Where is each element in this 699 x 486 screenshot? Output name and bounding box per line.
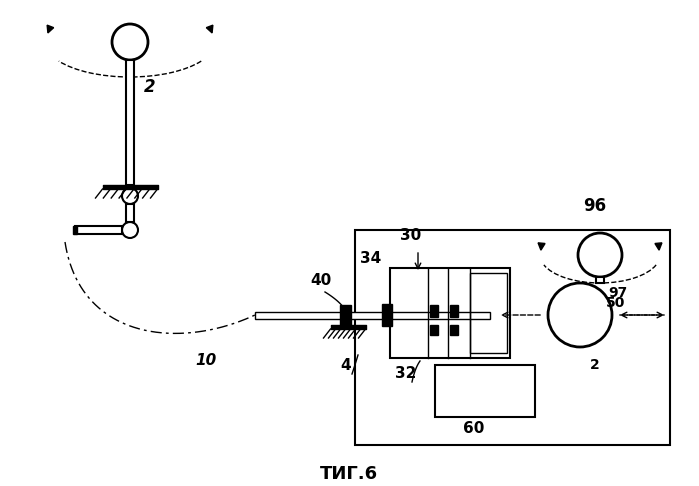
Bar — [390, 268, 510, 358]
Bar — [430, 325, 438, 335]
Text: 34: 34 — [360, 251, 381, 266]
Bar — [470, 273, 507, 353]
Text: 2: 2 — [590, 358, 600, 372]
Text: 32: 32 — [395, 366, 417, 381]
Bar — [382, 304, 392, 326]
Bar — [73, 226, 77, 234]
Text: 97: 97 — [608, 286, 627, 300]
Bar — [450, 305, 458, 317]
Bar — [596, 277, 604, 283]
Bar — [255, 312, 490, 319]
Polygon shape — [206, 25, 213, 33]
Bar — [435, 365, 535, 417]
Text: 40: 40 — [310, 273, 331, 288]
Polygon shape — [538, 243, 545, 250]
Polygon shape — [47, 25, 54, 33]
Bar — [430, 305, 438, 317]
Bar — [355, 230, 670, 445]
Bar — [450, 325, 458, 335]
Text: 60: 60 — [463, 421, 484, 436]
Text: 10: 10 — [195, 353, 216, 368]
Bar — [126, 204, 134, 222]
Text: 2: 2 — [144, 78, 156, 96]
Text: 30: 30 — [400, 228, 421, 243]
Bar — [340, 305, 351, 325]
Text: 96: 96 — [584, 197, 607, 215]
Polygon shape — [655, 243, 662, 250]
Text: ΤИГ.6: ΤИГ.6 — [320, 465, 378, 483]
Text: 50: 50 — [606, 296, 626, 310]
Bar — [75, 226, 122, 234]
Text: 4: 4 — [340, 358, 351, 373]
Bar — [126, 60, 134, 185]
